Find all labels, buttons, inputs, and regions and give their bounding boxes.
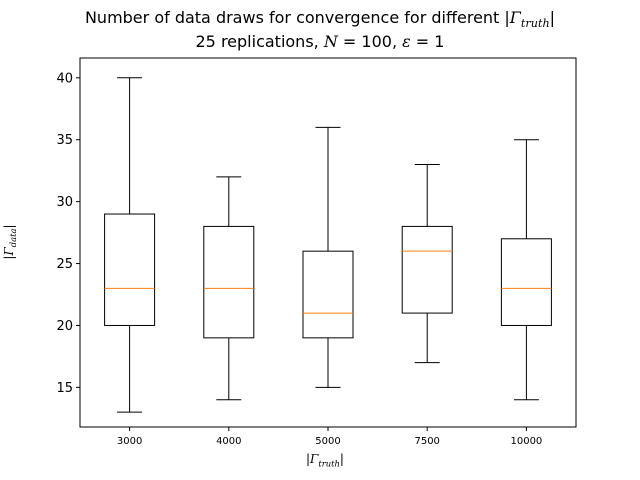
y-tick-label: 25 xyxy=(56,257,73,272)
box-iqr xyxy=(203,225,255,339)
box-iqr xyxy=(401,225,453,314)
y-tick-label: 35 xyxy=(56,133,73,148)
y-tick-label: 30 xyxy=(56,195,73,210)
y-tick-label: 20 xyxy=(56,319,73,334)
x-tick-label: 3000 xyxy=(117,436,142,447)
x-tick-label: 5000 xyxy=(315,436,340,447)
box-iqr xyxy=(302,250,354,339)
chart-title-line2: 25 replications, N = 100, ε = 1 xyxy=(195,32,445,51)
chart-title-line1: Number of data draws for convergence for… xyxy=(84,8,556,31)
x-tick-label: 7500 xyxy=(414,436,439,447)
y-tick-label: 40 xyxy=(56,71,73,86)
box-iqr xyxy=(500,238,552,326)
y-axis-label: |Γdata| xyxy=(1,224,19,260)
x-tick-label: 10000 xyxy=(510,436,542,447)
box-iqr xyxy=(104,213,156,326)
x-tick-label: 4000 xyxy=(216,436,241,447)
y-tick-label: 15 xyxy=(56,381,73,396)
x-axis-label: |Γtruth| xyxy=(306,452,344,469)
